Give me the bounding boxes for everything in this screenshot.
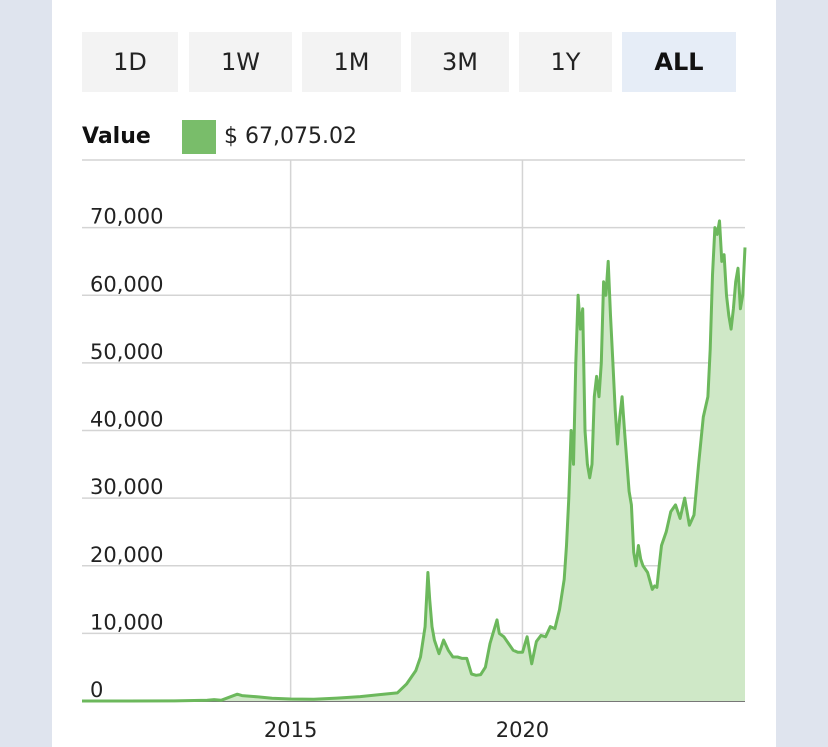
series-area	[82, 220, 745, 701]
range-button-1d[interactable]: 1D	[82, 32, 178, 92]
y-tick-label: 0	[90, 678, 103, 702]
series-layer	[82, 219, 747, 703]
y-tick-label: 10,000	[90, 610, 163, 634]
legend-value: $ 67,075.02	[224, 124, 357, 149]
series-line	[82, 219, 747, 703]
legend-label: Value	[82, 124, 151, 149]
y-tick-label: 20,000	[90, 543, 163, 567]
range-button-1m[interactable]: 1M	[302, 32, 401, 92]
x-tick-label: 2015	[264, 718, 317, 742]
chart-card: 1D 1W 1M 3M 1Y ALL Value $ 67,075.02	[52, 0, 776, 747]
y-tick-label: 30,000	[90, 475, 163, 499]
y-tick-label: 60,000	[90, 272, 163, 296]
range-button-1w[interactable]: 1W	[189, 32, 292, 92]
range-button-3m[interactable]: 3M	[411, 32, 509, 92]
legend-swatch	[182, 120, 216, 154]
x-tick-label: 2020	[496, 718, 549, 742]
tick-labels: 0 10,000 20,000 30,000 40,000 50,000 60,000 70,…	[90, 205, 549, 742]
y-tick-label: 70,000	[90, 205, 163, 229]
y-tick-label: 50,000	[90, 340, 163, 364]
range-button-1y[interactable]: 1Y	[519, 32, 612, 92]
y-tick-label: 40,000	[90, 408, 163, 432]
range-button-all[interactable]: ALL	[622, 32, 736, 92]
